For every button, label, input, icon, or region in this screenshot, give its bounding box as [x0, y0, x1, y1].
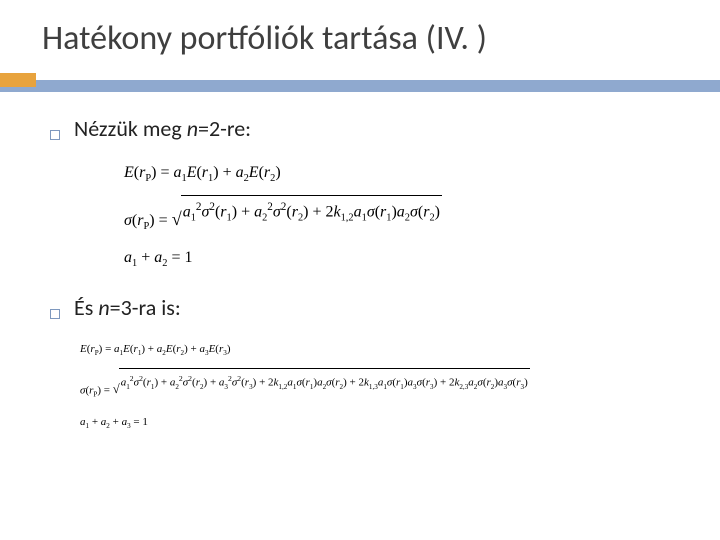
eq-n3-sigma: σ(rP) = √ a12σ2(r1) + a22σ2(r2) + a32σ2(… — [80, 368, 720, 404]
bullet2-n: n — [98, 294, 109, 321]
bullet-marker — [50, 130, 60, 140]
bullet-text-1: Nézzük meg n=2-re: — [74, 115, 251, 142]
slide-title: Hatékony portfóliók tartása (IV. ) — [0, 0, 720, 69]
band-orange — [0, 73, 36, 87]
eq-n3-constraint: a1 + a2 + a3 = 1 — [80, 410, 720, 435]
eq-n3-expectation: E(rP) = a1E(r1) + a2E(r2) + a3E(r3) — [80, 337, 720, 362]
bullet2-prefix: És — [74, 294, 98, 321]
decorative-bands — [0, 73, 720, 93]
bullet-text-2: És n=3-ra is: — [74, 294, 181, 321]
eq-n2-constraint: a1 + a2 = 1 — [124, 243, 720, 274]
bullet-item-2: És n=3-ra is: — [50, 294, 720, 321]
bullet-marker — [50, 309, 60, 319]
eq-n2-expectation: E(rP) = a1E(r1) + a2E(r2) — [124, 158, 720, 189]
bullet2-suffix: =3-ra is: — [110, 294, 181, 321]
math-block-n2: E(rP) = a1E(r1) + a2E(r2) σ(rP) = √ a12σ… — [50, 158, 720, 274]
bullet1-n: n — [187, 115, 198, 142]
math-block-n3: E(rP) = a1E(r1) + a2E(r2) + a3E(r3) σ(rP… — [50, 337, 720, 435]
bullet1-suffix: =2-re: — [198, 115, 251, 142]
eq-n2-sigma: σ(rP) = √ a12σ2(r1) + a22σ2(r2) + 2k1,2a… — [124, 195, 720, 237]
content-area: Nézzük meg n=2-re: E(rP) = a1E(r1) + a2E… — [0, 93, 720, 435]
band-blue — [0, 80, 720, 92]
bullet1-prefix: Nézzük meg — [74, 115, 187, 142]
bullet-item-1: Nézzük meg n=2-re: — [50, 115, 720, 142]
